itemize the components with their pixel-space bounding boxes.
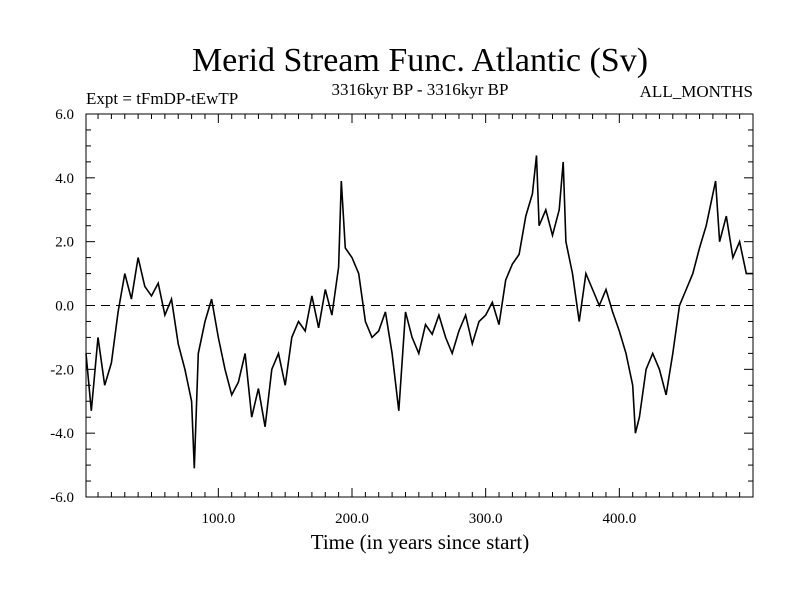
y-axis-ticks (86, 113, 753, 498)
chart-subtitle-right: ALL_MONTHS (640, 82, 753, 101)
chart-subtitle-center: 3316kyr BP - 3316kyr BP (332, 80, 509, 99)
y-tick-label: 2.0 (55, 235, 74, 251)
y-axis-tick-labels: -6.0 -4.0 -2.0 0.0 2.0 4.0 6.0 (50, 107, 74, 506)
y-tick-label: -6.0 (50, 490, 74, 506)
x-tick-label: 200.0 (335, 511, 369, 527)
chart-subtitle-left: Expt = tFmDP-tEwTP (86, 89, 238, 108)
x-axis-tick-labels: 100.0 200.0 300.0 400.0 (201, 511, 636, 527)
x-axis-label: Time (in years since start) (311, 530, 530, 554)
y-tick-label: -4.0 (50, 426, 74, 442)
series-group (85, 155, 753, 469)
x-tick-label: 300.0 (469, 511, 503, 527)
series-line (85, 155, 753, 469)
x-tick-label: 400.0 (602, 511, 636, 527)
x-tick-label: 100.0 (201, 511, 235, 527)
x-axis-ticks (97, 114, 754, 497)
y-tick-label: -2.0 (50, 362, 74, 378)
chart-title: Merid Stream Func. Atlantic (Sv) (192, 42, 648, 79)
y-tick-label: 4.0 (55, 171, 74, 187)
y-tick-label: 0.0 (55, 299, 74, 315)
y-tick-label: 6.0 (55, 107, 74, 123)
